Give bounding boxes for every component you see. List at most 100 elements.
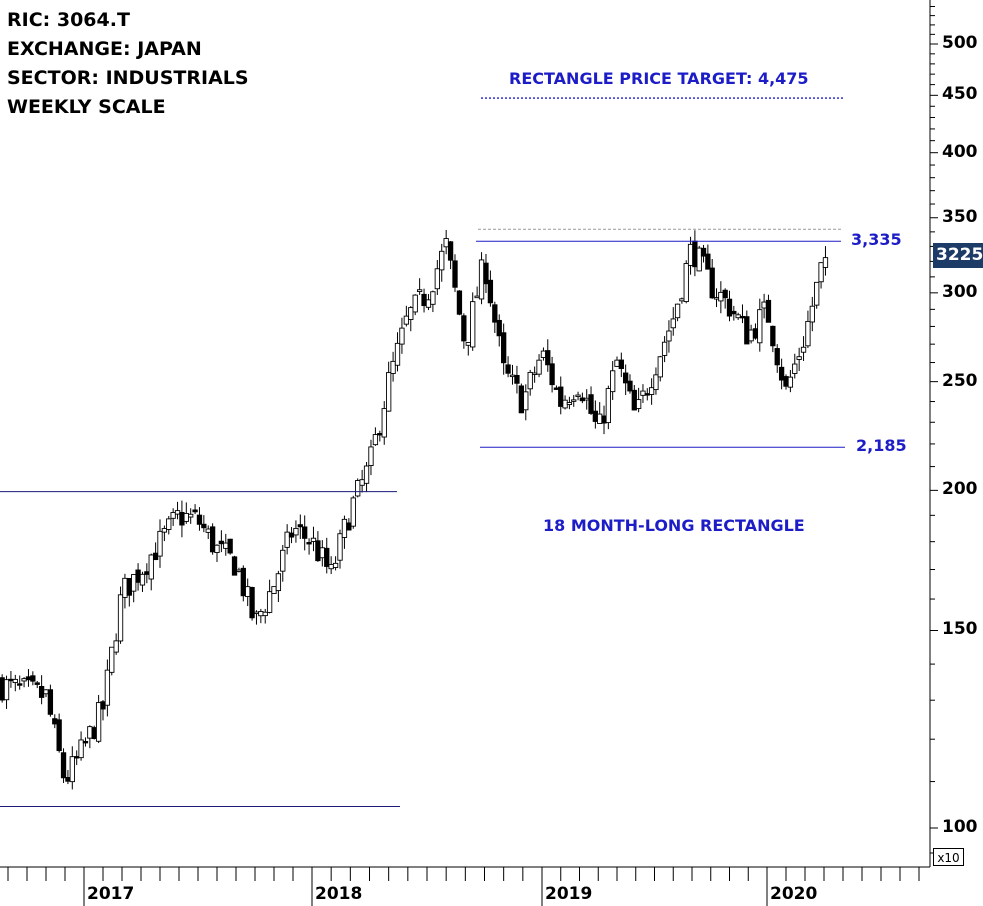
bearish-candle: [618, 359, 624, 369]
bullish-candle: [245, 586, 251, 597]
bullish-candle: [696, 247, 702, 272]
bullish-candle: [640, 390, 646, 396]
bullish-candle: [713, 297, 720, 300]
sector-label: SECTOR: INDUSTRIALS: [7, 67, 249, 89]
price-target-label: RECTANGLE PRICE TARGET: 4,475: [509, 69, 809, 88]
bullish-candle: [531, 372, 538, 375]
bullish-candle: [293, 527, 299, 536]
bullish-candle: [566, 402, 573, 406]
bearish-candle: [56, 719, 62, 752]
bearish-candle: [52, 718, 58, 725]
bullish-candle: [523, 391, 529, 411]
bullish-candle: [822, 257, 829, 268]
y-tick-label: 350: [942, 206, 978, 227]
bearish-candle: [783, 376, 789, 387]
bullish-candle: [359, 479, 365, 486]
bearish-candle: [731, 310, 737, 315]
bearish-candle: [752, 328, 759, 339]
bearish-candle: [421, 293, 427, 307]
bearish-candle: [592, 410, 599, 422]
scale-label: WEEKLY SCALE: [7, 96, 166, 118]
pattern-label: 18 MONTH-LONG RECTANGLE: [543, 516, 805, 535]
bearish-candle: [487, 279, 494, 304]
bearish-candle: [549, 363, 555, 386]
bullish-candle: [95, 702, 102, 742]
bullish-candle: [319, 547, 325, 559]
y-tick-label: 500: [942, 33, 978, 53]
y-tick-label: 300: [942, 281, 978, 302]
bearish-candle: [196, 514, 203, 525]
bullish-candle: [117, 594, 124, 642]
bearish-candle: [452, 260, 458, 288]
bullish-candle: [328, 564, 334, 570]
bullish-candle: [21, 678, 27, 682]
bullish-candle: [280, 549, 286, 572]
bullish-candle: [3, 679, 10, 701]
bullish-candle: [253, 611, 260, 615]
bullish-candle: [683, 263, 689, 303]
bullish-candle: [575, 394, 581, 398]
bearish-candle: [82, 740, 89, 744]
bearish-candle: [100, 701, 106, 710]
bullish-candle: [597, 413, 603, 424]
bullish-candle: [394, 342, 401, 366]
bullish-candle: [527, 371, 533, 390]
bearish-candle: [297, 524, 303, 528]
bearish-candle: [558, 386, 564, 407]
bullish-candle: [386, 372, 392, 412]
bearish-candle: [74, 756, 80, 759]
bullish-candle: [805, 320, 811, 347]
bullish-candle: [614, 359, 620, 367]
bullish-candle: [661, 341, 668, 356]
bullish-candle: [748, 329, 754, 342]
bearish-candle: [765, 299, 772, 323]
bullish-candle: [800, 346, 807, 353]
bullish-candle: [653, 374, 659, 391]
bullish-candle: [12, 678, 18, 684]
bearish-candle: [231, 556, 238, 576]
bearish-candle: [209, 526, 216, 553]
chart-info: RIC: 3064.T EXCHANGE: JAPAN SECTOR: INDU…: [7, 6, 249, 122]
bearish-candle: [135, 569, 141, 583]
bearish-candle: [496, 319, 502, 337]
levels: [0, 97, 845, 808]
bearish-candle: [0, 677, 5, 701]
bullish-candle: [536, 359, 542, 375]
bullish-candle: [166, 518, 172, 530]
bullish-candle: [584, 397, 590, 401]
bearish-candle: [456, 290, 463, 315]
bearish-candle: [17, 683, 23, 686]
bearish-candle: [34, 682, 40, 685]
bullish-candle: [434, 268, 440, 290]
bearish-candle: [218, 540, 225, 545]
bullish-candle: [131, 574, 137, 592]
bullish-candle: [174, 510, 181, 515]
bullish-candle: [271, 586, 277, 594]
bearish-candle: [60, 752, 67, 779]
bullish-candle: [657, 356, 663, 378]
bullish-candle: [332, 562, 339, 568]
y-tick-label: 100: [942, 817, 978, 837]
bearish-candle: [770, 325, 776, 347]
bullish-candle: [814, 281, 820, 306]
bullish-candle: [443, 238, 449, 248]
x-tick-label: 2017: [87, 884, 135, 904]
bullish-candle: [139, 573, 146, 586]
bearish-candle: [739, 315, 746, 319]
bullish-candle: [284, 531, 290, 548]
bearish-candle: [126, 577, 132, 596]
bullish-candle: [381, 408, 387, 438]
bullish-candle: [236, 569, 242, 572]
bearish-candle: [774, 348, 780, 366]
bearish-candle: [726, 298, 733, 317]
bullish-candle: [416, 289, 423, 292]
bullish-candle: [390, 360, 396, 374]
bullish-candle: [341, 518, 348, 538]
bullish-candle: [571, 399, 577, 402]
bullish-candle: [183, 513, 189, 522]
bullish-candle: [718, 291, 724, 302]
bearish-candle: [744, 316, 750, 345]
bullish-candle: [337, 533, 343, 561]
bearish-candle: [627, 380, 633, 392]
